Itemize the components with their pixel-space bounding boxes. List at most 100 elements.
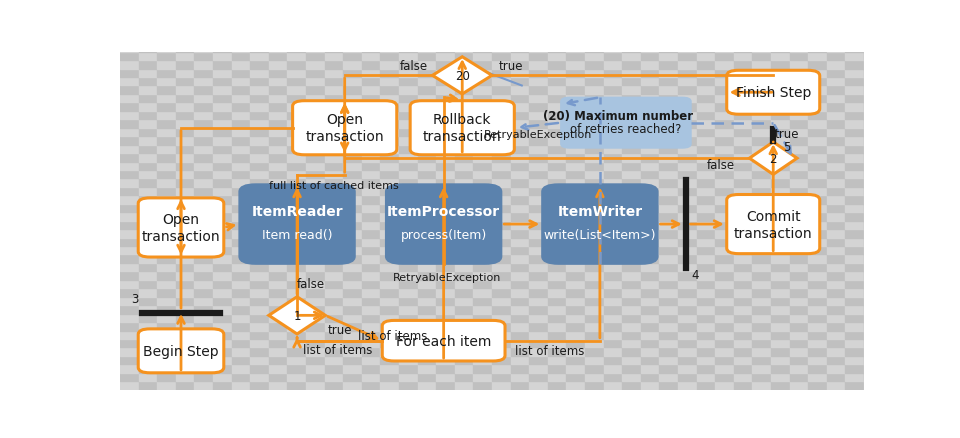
Bar xyxy=(585,247,604,255)
Bar xyxy=(473,381,492,390)
Bar xyxy=(827,78,846,86)
Bar xyxy=(753,162,771,171)
Bar xyxy=(660,272,678,280)
Bar xyxy=(733,322,753,331)
Bar xyxy=(511,170,529,179)
Bar xyxy=(808,112,827,120)
Bar xyxy=(251,170,269,179)
Bar xyxy=(733,78,753,86)
Bar xyxy=(138,120,157,128)
Bar xyxy=(864,238,882,247)
Bar xyxy=(604,230,622,238)
Bar xyxy=(789,339,808,348)
Bar xyxy=(882,230,901,238)
Bar xyxy=(753,373,771,381)
Bar xyxy=(771,103,789,112)
Bar xyxy=(251,247,269,255)
Bar xyxy=(733,356,753,364)
Bar xyxy=(827,289,846,297)
Bar xyxy=(380,221,399,230)
Bar xyxy=(715,154,733,162)
Bar xyxy=(789,331,808,339)
Bar xyxy=(660,187,678,196)
Bar xyxy=(585,170,604,179)
Bar xyxy=(306,230,324,238)
Bar xyxy=(213,255,231,263)
Bar xyxy=(176,364,194,373)
Bar xyxy=(492,356,511,364)
Bar xyxy=(753,364,771,373)
Bar xyxy=(287,297,306,306)
Bar xyxy=(789,103,808,112)
Bar xyxy=(194,103,213,112)
Bar xyxy=(231,95,251,103)
Bar xyxy=(660,120,678,128)
Bar xyxy=(269,272,287,280)
Bar xyxy=(362,331,380,339)
Bar xyxy=(641,306,660,314)
Bar xyxy=(213,297,231,306)
Bar xyxy=(622,356,641,364)
Bar xyxy=(529,230,548,238)
Bar xyxy=(231,179,251,187)
Bar xyxy=(864,373,882,381)
Bar xyxy=(473,78,492,86)
Bar xyxy=(733,86,753,95)
Bar xyxy=(436,213,455,221)
Bar xyxy=(138,263,157,272)
Bar xyxy=(213,137,231,145)
Bar xyxy=(436,348,455,356)
Bar xyxy=(641,297,660,306)
Bar xyxy=(251,322,269,331)
Bar xyxy=(660,263,678,272)
Bar xyxy=(287,289,306,297)
Bar xyxy=(306,306,324,314)
Bar xyxy=(287,381,306,390)
Bar xyxy=(344,255,362,263)
Bar xyxy=(399,120,418,128)
Bar xyxy=(715,331,733,339)
Bar xyxy=(269,356,287,364)
Bar xyxy=(789,137,808,145)
Bar xyxy=(176,331,194,339)
Bar xyxy=(715,230,733,238)
Bar xyxy=(306,204,324,213)
Bar xyxy=(251,95,269,103)
Bar xyxy=(641,356,660,364)
Bar xyxy=(324,53,344,61)
Bar xyxy=(808,86,827,95)
Bar xyxy=(213,230,231,238)
Bar xyxy=(194,69,213,78)
Bar xyxy=(697,170,715,179)
Bar xyxy=(324,297,344,306)
Bar xyxy=(529,179,548,187)
Bar xyxy=(882,314,901,322)
Bar xyxy=(213,339,231,348)
Bar xyxy=(882,306,901,314)
Bar xyxy=(455,373,473,381)
Bar xyxy=(120,247,138,255)
Bar xyxy=(511,86,529,95)
Bar xyxy=(213,69,231,78)
Bar xyxy=(771,61,789,69)
Bar xyxy=(604,86,622,95)
Bar xyxy=(864,61,882,69)
Bar xyxy=(436,339,455,348)
Bar xyxy=(362,44,380,53)
Bar xyxy=(399,306,418,314)
Bar xyxy=(213,373,231,381)
Bar xyxy=(566,44,585,53)
Bar xyxy=(287,162,306,171)
Bar xyxy=(827,61,846,69)
Bar xyxy=(231,247,251,255)
Bar xyxy=(436,44,455,53)
Bar xyxy=(436,230,455,238)
Bar xyxy=(213,272,231,280)
Bar xyxy=(287,348,306,356)
Bar xyxy=(231,44,251,53)
Bar xyxy=(585,162,604,171)
Bar xyxy=(380,120,399,128)
Bar xyxy=(733,314,753,322)
Bar xyxy=(436,103,455,112)
Bar xyxy=(753,187,771,196)
